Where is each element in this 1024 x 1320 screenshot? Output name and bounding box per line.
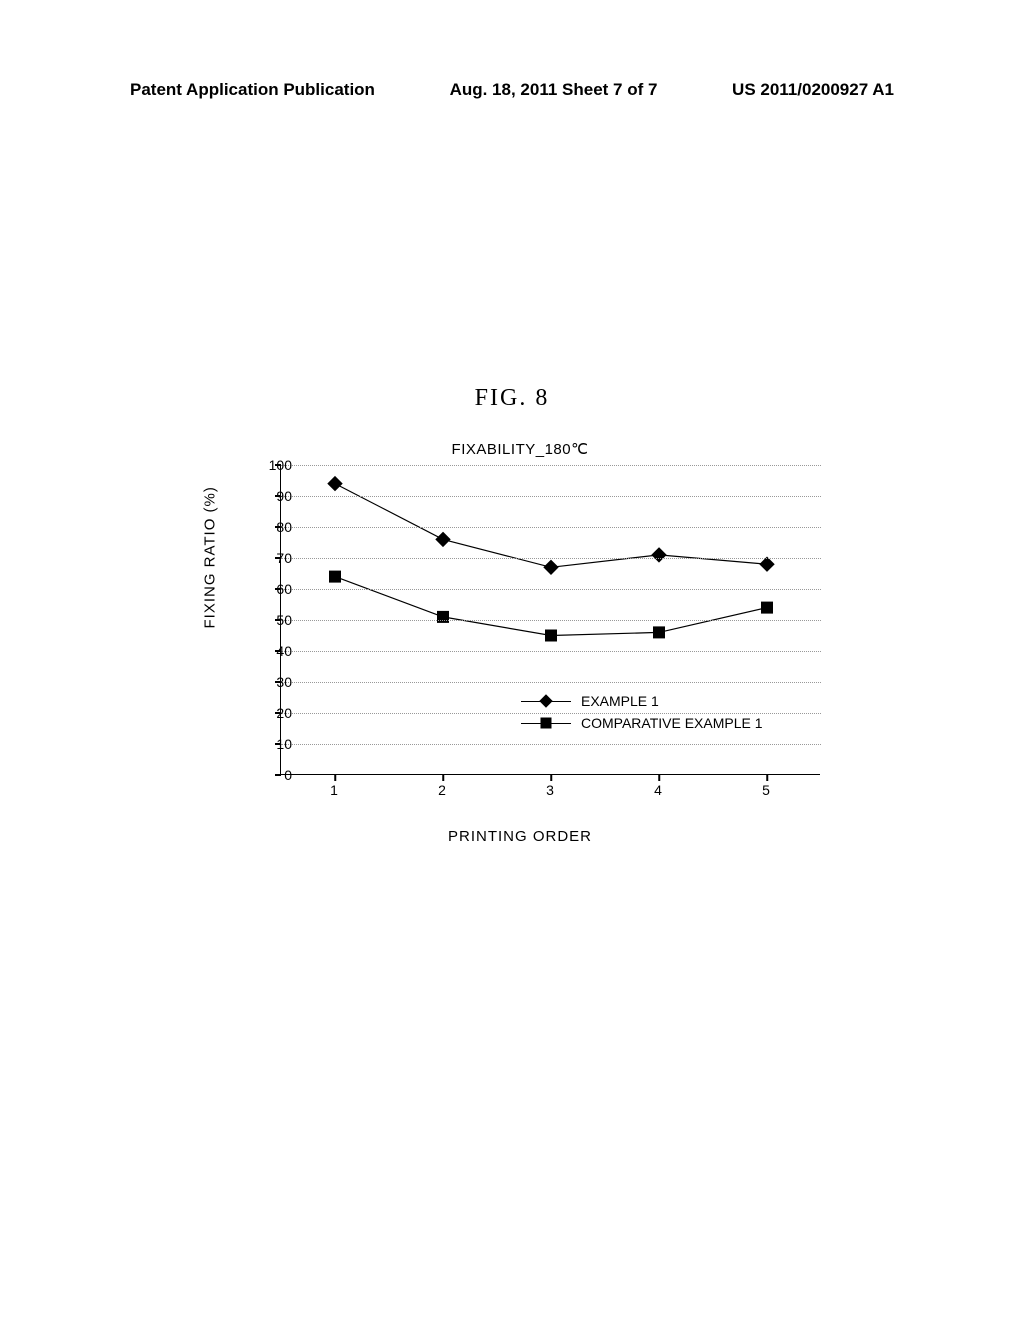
x-tick-label: 4 [654, 782, 662, 798]
gridline [281, 589, 821, 590]
y-tick-label: 50 [276, 612, 292, 628]
y-tick-label: 70 [276, 550, 292, 566]
x-tick-label: 2 [438, 782, 446, 798]
x-tick-mark [442, 775, 444, 781]
y-tick-label: 20 [276, 705, 292, 721]
diamond-marker [760, 557, 774, 571]
chart-title: FIXABILITY_180℃ [452, 440, 589, 458]
x-tick-mark [334, 775, 336, 781]
square-marker [546, 630, 557, 641]
y-tick-label: 90 [276, 488, 292, 504]
series-line [335, 577, 767, 636]
diamond-marker [328, 477, 342, 491]
square-icon [541, 718, 551, 728]
gridline [281, 620, 821, 621]
square-marker [762, 602, 773, 613]
x-tick-mark [550, 775, 552, 781]
y-tick-label: 0 [284, 767, 292, 783]
page-header: Patent Application Publication Aug. 18, … [0, 80, 1024, 100]
legend-label: EXAMPLE 1 [581, 693, 659, 709]
square-marker [654, 627, 665, 638]
y-tick-label: 100 [269, 457, 292, 473]
legend-label: COMPARATIVE EXAMPLE 1 [581, 715, 763, 731]
x-tick-label: 3 [546, 782, 554, 798]
plot-area: EXAMPLE 1 COMPARATIVE EXAMPLE 1 [280, 465, 820, 775]
square-marker [330, 571, 341, 582]
chart-legend: EXAMPLE 1 COMPARATIVE EXAMPLE 1 [521, 693, 763, 737]
y-tick-label: 10 [276, 736, 292, 752]
gridline [281, 465, 821, 466]
figure-label: FIG. 8 [475, 385, 550, 412]
x-tick-label: 5 [762, 782, 770, 798]
diamond-marker [652, 548, 666, 562]
gridline [281, 682, 821, 683]
diamond-icon [540, 695, 552, 707]
x-axis-label: PRINTING ORDER [448, 828, 592, 845]
y-tick-label: 30 [276, 674, 292, 690]
y-axis-label: FIXING RATIO (%) [202, 486, 219, 628]
gridline [281, 527, 821, 528]
legend-line [521, 701, 571, 702]
header-center: Aug. 18, 2011 Sheet 7 of 7 [450, 80, 658, 100]
legend-row: COMPARATIVE EXAMPLE 1 [521, 715, 763, 731]
legend-line [521, 723, 571, 724]
x-tick-mark [658, 775, 660, 781]
y-tick-mark [275, 774, 281, 776]
gridline [281, 558, 821, 559]
gridline [281, 713, 821, 714]
gridline [281, 651, 821, 652]
x-tick-label: 1 [330, 782, 338, 798]
y-tick-label: 40 [276, 643, 292, 659]
fixability-chart: FIXABILITY_180℃ FIXING RATIO (%) EXAMPLE… [200, 440, 840, 840]
x-tick-mark [766, 775, 768, 781]
header-right: US 2011/0200927 A1 [732, 80, 894, 100]
diamond-marker [544, 560, 558, 574]
legend-row: EXAMPLE 1 [521, 693, 763, 709]
gridline [281, 496, 821, 497]
gridline [281, 744, 821, 745]
y-tick-label: 60 [276, 581, 292, 597]
y-tick-label: 80 [276, 519, 292, 535]
diamond-marker [436, 532, 450, 546]
header-left: Patent Application Publication [130, 80, 375, 100]
